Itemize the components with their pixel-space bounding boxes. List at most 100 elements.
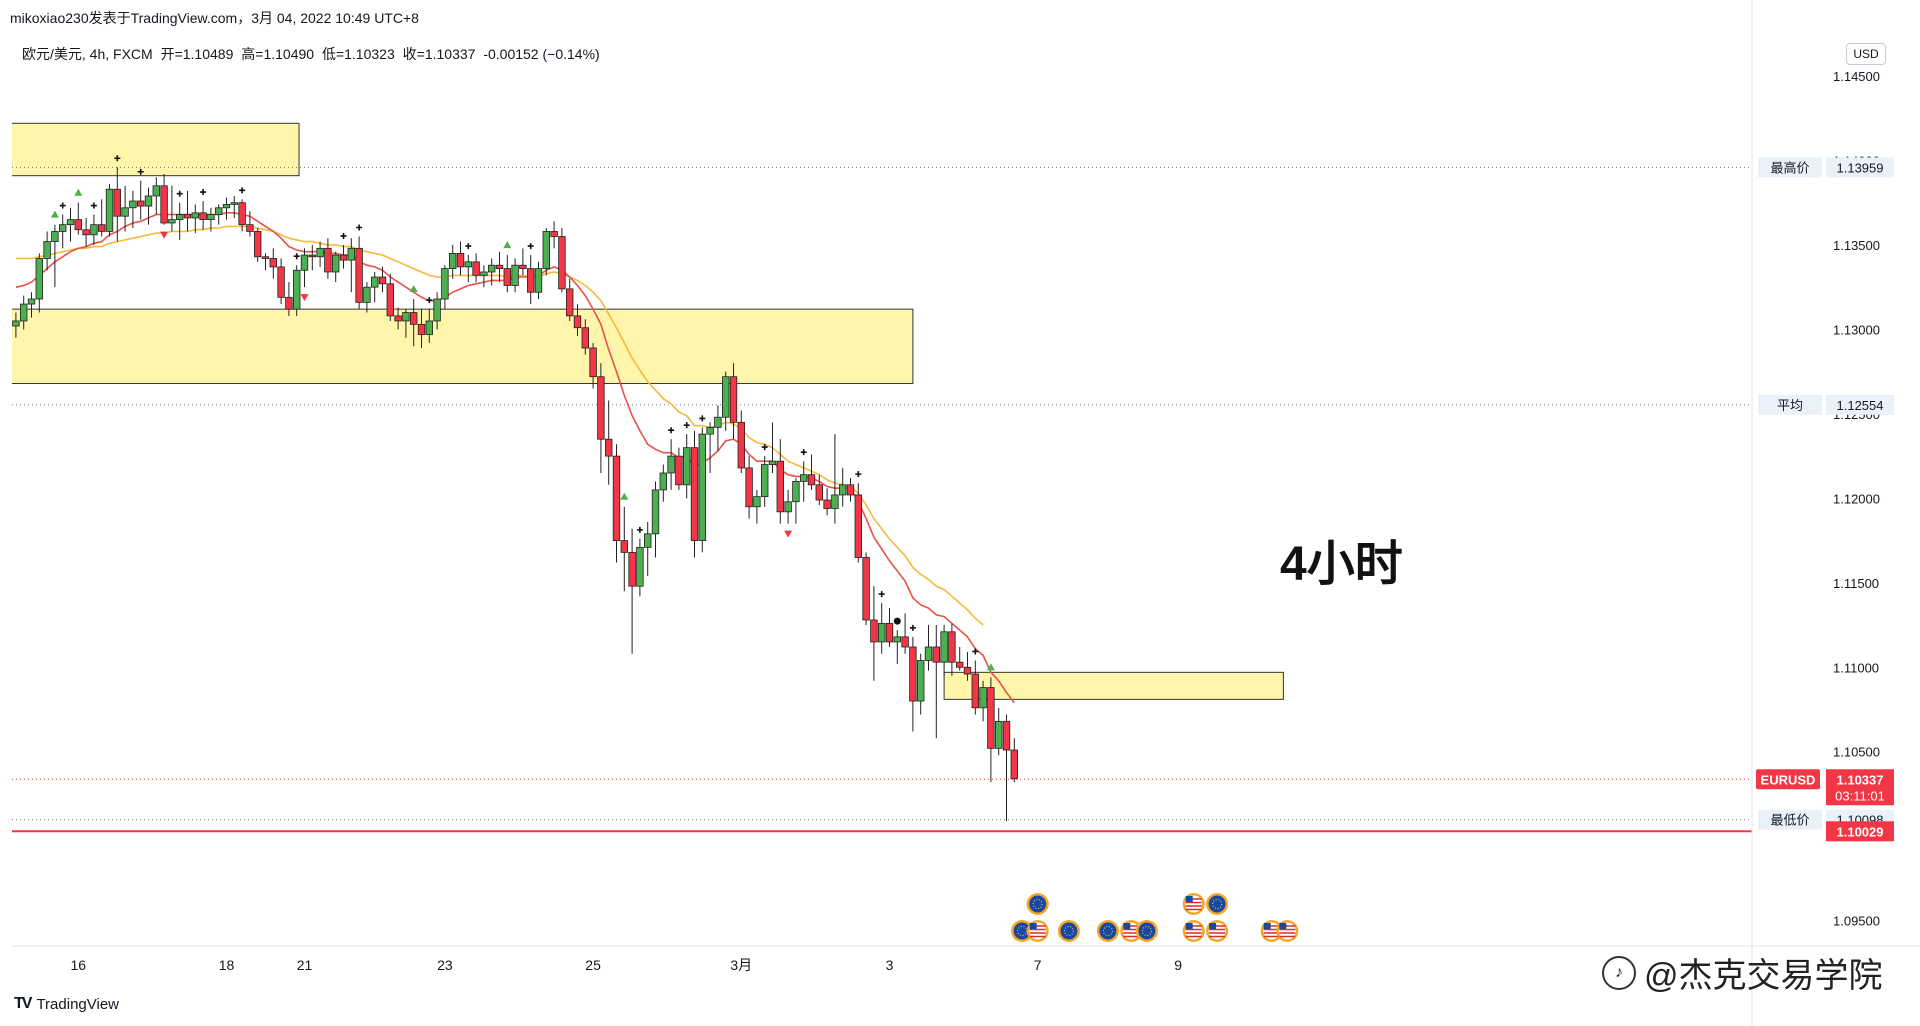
bearish-candle[interactable]	[690, 430, 699, 558]
bearish-candle[interactable]	[901, 613, 909, 654]
us-event-icon[interactable]	[1026, 920, 1049, 942]
bullish-candle[interactable]	[19, 295, 28, 330]
bullish-candle[interactable]	[722, 371, 730, 431]
bearish-candle[interactable]	[963, 652, 972, 681]
bearish-candle[interactable]	[870, 586, 878, 681]
bullish-candle[interactable]	[12, 312, 20, 338]
bearish-candle[interactable]	[199, 201, 207, 230]
bullish-candle[interactable]	[511, 258, 519, 293]
bearish-candle[interactable]	[776, 439, 784, 524]
bullish-candle[interactable]	[66, 207, 75, 242]
bullish-candle[interactable]	[441, 265, 449, 310]
bullish-candle[interactable]	[363, 282, 371, 313]
bearish-candle[interactable]	[597, 363, 605, 473]
bullish-candle[interactable]	[768, 422, 777, 473]
bearish-candle[interactable]	[971, 660, 979, 715]
bearish-candle[interactable]	[183, 190, 192, 232]
bearish-candle[interactable]	[308, 244, 316, 271]
bullish-candle[interactable]	[207, 207, 215, 232]
bearish-candle[interactable]	[948, 623, 956, 676]
currency-button[interactable]: USD	[1846, 43, 1886, 65]
us-event-icon[interactable]	[1260, 920, 1283, 942]
bullish-candle[interactable]	[542, 228, 550, 276]
bearish-candle[interactable]	[527, 255, 535, 305]
eu-event-icon[interactable]	[1096, 920, 1119, 942]
bearish-candle[interactable]	[846, 478, 855, 502]
bullish-candle[interactable]	[761, 456, 769, 507]
bullish-candle[interactable]	[659, 464, 667, 502]
bullish-candle[interactable]	[370, 271, 379, 303]
bullish-candle[interactable]	[347, 238, 355, 293]
bullish-candle[interactable]	[878, 603, 886, 654]
eu-event-icon[interactable]	[1135, 920, 1158, 942]
bearish-candle[interactable]	[246, 211, 254, 237]
bearish-candle[interactable]	[355, 236, 363, 310]
us-event-icon[interactable]	[1182, 893, 1205, 915]
bullish-candle[interactable]	[917, 653, 925, 715]
bullish-candle[interactable]	[480, 265, 488, 288]
bullish-candle[interactable]	[940, 625, 948, 676]
bullish-candle[interactable]	[714, 405, 722, 452]
bearish-candle[interactable]	[987, 677, 995, 783]
bearish-candle[interactable]	[558, 228, 566, 293]
bullish-candle[interactable]	[43, 231, 51, 271]
bullish-candle[interactable]	[534, 261, 543, 300]
bearish-candle[interactable]	[909, 636, 917, 732]
bearish-candle[interactable]	[285, 282, 293, 316]
bearish-candle[interactable]	[745, 456, 753, 519]
zone-rectangle[interactable]	[0, 122, 300, 177]
bullish-candle[interactable]	[893, 630, 901, 664]
bullish-candle[interactable]	[51, 224, 59, 288]
bullish-candle[interactable]	[683, 434, 691, 499]
bearish-candle[interactable]	[238, 199, 246, 232]
bullish-candle[interactable]	[129, 190, 137, 229]
eu-event-icon[interactable]	[1026, 893, 1049, 915]
bearish-candle[interactable]	[160, 173, 168, 225]
bullish-candle[interactable]	[433, 292, 441, 330]
bullish-candle[interactable]	[90, 214, 98, 245]
bearish-candle[interactable]	[324, 238, 332, 279]
bearish-candle[interactable]	[737, 410, 745, 473]
bearish-candle[interactable]	[1010, 738, 1018, 783]
bullish-candle[interactable]	[27, 292, 36, 318]
bullish-candle[interactable]	[636, 538, 644, 597]
bullish-candle[interactable]	[831, 434, 839, 524]
bearish-candle[interactable]	[932, 625, 940, 739]
eu-event-icon[interactable]	[1057, 920, 1080, 942]
bearish-candle[interactable]	[386, 273, 394, 321]
bearish-candle[interactable]	[417, 309, 426, 348]
bullish-candle[interactable]	[792, 478, 800, 524]
bullish-candle[interactable]	[402, 309, 410, 338]
bearish-candle[interactable]	[261, 253, 270, 271]
bearish-candle[interactable]	[394, 307, 402, 330]
bearish-candle[interactable]	[74, 202, 82, 235]
bearish-candle[interactable]	[956, 646, 964, 671]
bearish-candle[interactable]	[409, 299, 418, 347]
bullish-candle[interactable]	[331, 251, 340, 283]
bearish-candle[interactable]	[519, 248, 527, 276]
eu-event-icon[interactable]	[1206, 893, 1229, 915]
bearish-candle[interactable]	[589, 342, 597, 389]
bullish-candle[interactable]	[121, 185, 129, 232]
bearish-candle[interactable]	[862, 552, 870, 626]
bearish-candle[interactable]	[1002, 714, 1011, 821]
bullish-candle[interactable]	[35, 253, 43, 313]
bullish-candle[interactable]	[706, 422, 714, 473]
bearish-candle[interactable]	[550, 221, 558, 249]
bearish-candle[interactable]	[456, 241, 465, 276]
tradingview-footer[interactable]: TV TradingView	[14, 995, 119, 1013]
bearish-candle[interactable]	[807, 454, 816, 490]
bearish-candle[interactable]	[612, 444, 621, 563]
bearish-candle[interactable]	[729, 363, 738, 440]
bearish-candle[interactable]	[113, 167, 121, 242]
bullish-candle[interactable]	[924, 625, 933, 671]
bullish-candle[interactable]	[995, 707, 1003, 756]
bearish-candle[interactable]	[472, 253, 480, 283]
bearish-candle[interactable]	[581, 319, 589, 355]
bullish-candle[interactable]	[487, 258, 496, 286]
bullish-candle[interactable]	[214, 204, 223, 225]
bullish-candle[interactable]	[839, 467, 847, 507]
bullish-candle[interactable]	[464, 255, 472, 283]
